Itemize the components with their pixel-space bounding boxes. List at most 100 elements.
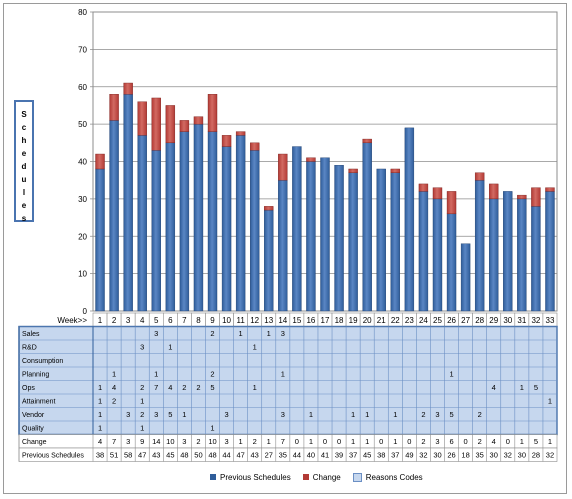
summary-cell: 37 <box>349 451 357 460</box>
summary-cell: 7 <box>112 437 116 446</box>
y-tick-label: 0 <box>83 307 88 316</box>
reason-cell: 2 <box>196 383 200 392</box>
summary-cell: 47 <box>236 451 244 460</box>
reason-cell: 5 <box>168 410 172 419</box>
summary-cell: 2 <box>253 437 257 446</box>
bar-change <box>221 135 232 147</box>
reason-cell: 3 <box>281 329 285 338</box>
bar-change <box>179 120 190 132</box>
summary-cell: 28 <box>532 451 540 460</box>
reason-cell: 3 <box>140 343 144 352</box>
bar-previous-schedules <box>123 94 133 312</box>
summary-cell: 4 <box>492 437 496 446</box>
bar-previous-schedules <box>446 213 457 312</box>
reason-cell: 1 <box>98 383 102 392</box>
bar-change <box>235 131 246 136</box>
y-axis-label: S c h e d u l e s <box>21 110 27 223</box>
bar-previous-schedules <box>264 209 274 312</box>
summary-cell: 47 <box>138 451 146 460</box>
bar-previous-schedules <box>109 120 119 312</box>
bar-previous-schedules <box>165 142 176 312</box>
bar-change <box>545 187 555 192</box>
summary-cell: 37 <box>391 451 399 460</box>
x-tick-label: 28 <box>475 316 484 325</box>
bar-change <box>446 191 457 215</box>
reason-cell: 4 <box>112 383 116 392</box>
x-tick-label: 11 <box>236 316 245 325</box>
bar-change <box>109 94 119 121</box>
x-tick-label: 23 <box>405 316 414 325</box>
bar-change <box>362 138 372 144</box>
y-tick-label: 30 <box>78 195 87 204</box>
y-tick-label: 50 <box>78 120 87 129</box>
bar-change <box>165 105 176 144</box>
bar-previous-schedules <box>531 206 541 312</box>
y-tick-label: 60 <box>78 83 87 92</box>
summary-cell: 48 <box>180 451 188 460</box>
reason-cell: 3 <box>154 329 158 338</box>
summary-cell: 51 <box>110 451 118 460</box>
reason-cell: 2 <box>478 410 482 419</box>
bar-previous-schedules <box>278 179 288 312</box>
reason-cell: 1 <box>112 370 116 379</box>
reason-cell: 2 <box>112 397 116 406</box>
reason-cell: 1 <box>253 343 257 352</box>
summary-cell: 0 <box>506 437 510 446</box>
reason-cell: 1 <box>267 329 271 338</box>
summary-cell: 0 <box>323 437 327 446</box>
summary-cell: 30 <box>433 451 441 460</box>
bar-change <box>390 168 401 173</box>
bar-previous-schedules <box>376 168 386 312</box>
reason-cell: 2 <box>210 329 214 338</box>
reason-row-label: Ops <box>22 385 35 392</box>
x-tick-label: 15 <box>292 316 301 325</box>
reason-cell: 1 <box>140 397 144 406</box>
summary-cell: 40 <box>307 451 315 460</box>
summary-row-label: Change <box>22 439 47 446</box>
reason-row-label: Planning <box>22 372 49 379</box>
x-tick-label: 10 <box>222 316 231 325</box>
reason-cell: 1 <box>281 370 285 379</box>
x-tick-label: 22 <box>391 316 400 325</box>
summary-cell: 0 <box>379 437 383 446</box>
summary-cell: 32 <box>546 451 554 460</box>
reason-cell: 2 <box>421 410 425 419</box>
bar-change <box>517 194 527 200</box>
x-tick-label: 24 <box>419 316 428 325</box>
reason-cell: 1 <box>393 410 397 419</box>
reason-cell: 2 <box>140 383 144 392</box>
reason-cell: 3 <box>281 410 285 419</box>
y-tick-label: 40 <box>78 158 87 167</box>
reason-cell: 1 <box>140 424 144 433</box>
bar-previous-schedules <box>306 161 316 312</box>
y-tick-label: 80 <box>78 8 87 17</box>
summary-cell: 1 <box>309 437 313 446</box>
bar-previous-schedules <box>221 146 232 312</box>
reason-cell: 1 <box>520 383 524 392</box>
x-tick-label: 5 <box>154 316 159 325</box>
summary-cell: 35 <box>279 451 287 460</box>
summary-cell: 10 <box>166 437 174 446</box>
summary-cell: 58 <box>124 451 132 460</box>
legend-label-reasons: Reasons Codes <box>365 472 423 482</box>
bar-change <box>137 101 147 136</box>
summary-cell: 27 <box>265 451 273 460</box>
summary-cell: 7 <box>281 437 285 446</box>
bar-change <box>278 153 288 181</box>
summary-cell: 39 <box>335 451 343 460</box>
summary-cell: 43 <box>152 451 160 460</box>
summary-cell: 1 <box>548 437 552 446</box>
summary-cell: 32 <box>419 451 427 460</box>
reason-row-label: R&D <box>22 345 37 352</box>
legend-label-previous: Previous Schedules <box>220 472 291 482</box>
bar-change <box>418 183 429 192</box>
summary-cell: 0 <box>464 437 468 446</box>
summary-cell: 41 <box>321 451 329 460</box>
reason-cell: 3 <box>126 410 130 419</box>
summary-cell: 10 <box>208 437 216 446</box>
reason-cell: 3 <box>224 410 228 419</box>
summary-cell: 9 <box>140 437 144 446</box>
reason-cell: 2 <box>182 383 186 392</box>
summary-cell: 2 <box>421 437 425 446</box>
